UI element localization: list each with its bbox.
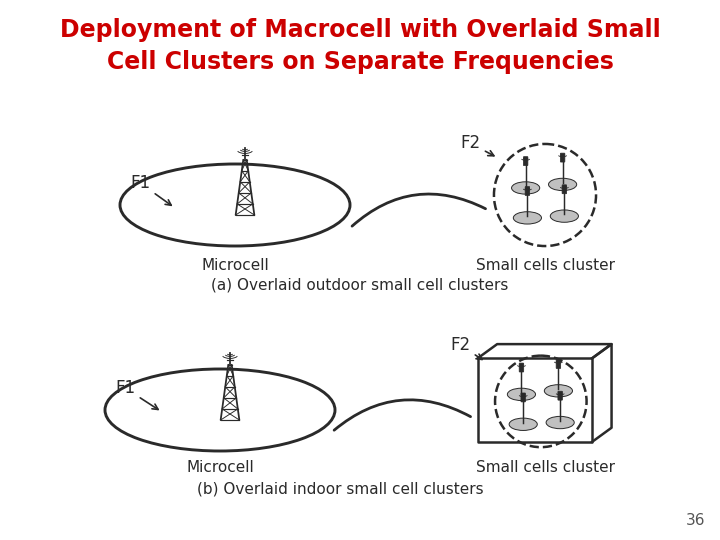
Text: Microcell: Microcell: [186, 460, 254, 475]
Ellipse shape: [546, 416, 575, 429]
Ellipse shape: [549, 178, 577, 191]
Ellipse shape: [511, 182, 540, 194]
Text: 36: 36: [685, 513, 705, 528]
Text: Deployment of Macrocell with Overlaid Small: Deployment of Macrocell with Overlaid Sm…: [60, 18, 660, 42]
Ellipse shape: [508, 388, 536, 401]
Text: Microcell: Microcell: [201, 258, 269, 273]
Text: (b) Overlaid indoor small cell clusters: (b) Overlaid indoor small cell clusters: [197, 482, 483, 497]
Text: F2: F2: [450, 336, 482, 360]
Ellipse shape: [550, 210, 578, 222]
Text: F1: F1: [130, 174, 171, 205]
Ellipse shape: [513, 212, 541, 224]
Text: F1: F1: [115, 379, 158, 409]
Text: Small cells cluster: Small cells cluster: [475, 258, 614, 273]
FancyBboxPatch shape: [521, 393, 526, 402]
FancyBboxPatch shape: [560, 153, 565, 162]
FancyBboxPatch shape: [525, 187, 530, 195]
Ellipse shape: [509, 418, 537, 430]
Text: (a) Overlaid outdoor small cell clusters: (a) Overlaid outdoor small cell clusters: [211, 278, 509, 293]
FancyBboxPatch shape: [562, 185, 567, 194]
FancyBboxPatch shape: [558, 391, 562, 400]
FancyBboxPatch shape: [519, 363, 523, 372]
Text: F2: F2: [460, 134, 494, 156]
FancyBboxPatch shape: [523, 157, 528, 166]
FancyBboxPatch shape: [556, 360, 561, 368]
Ellipse shape: [544, 384, 572, 397]
Text: Small cells cluster: Small cells cluster: [475, 460, 614, 475]
Text: Cell Clusters on Separate Frequencies: Cell Clusters on Separate Frequencies: [107, 50, 613, 74]
